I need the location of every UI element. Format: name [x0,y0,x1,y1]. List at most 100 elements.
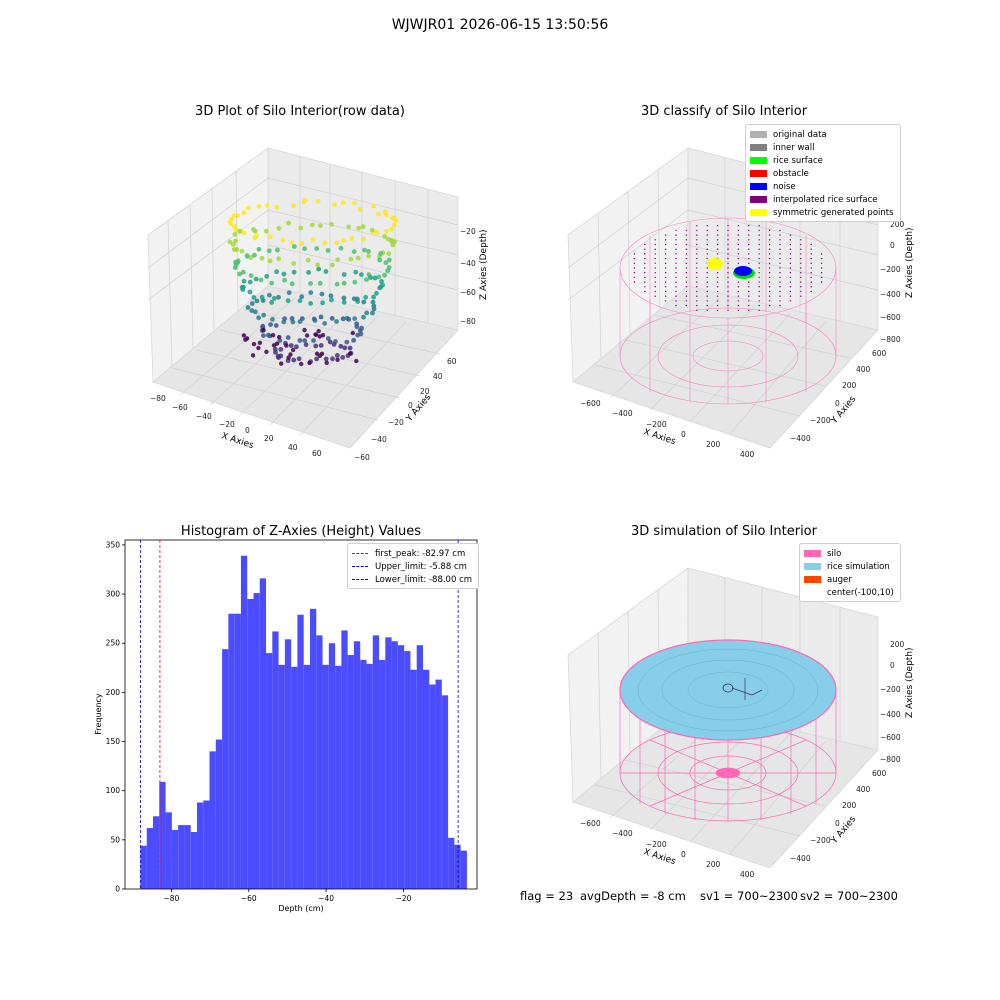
raw-point [249,301,255,306]
surface-dot [633,262,636,264]
raw-point [275,247,280,253]
raw-point [284,343,289,348]
histogram-bar [278,664,285,889]
surface-dot [810,253,812,255]
raw-point [340,355,346,360]
legend-swatch [750,183,767,190]
simulation-z-axis-label: Z Axies (Depth) [905,647,915,718]
surface-dot [779,300,781,302]
simulation-plot-title: 3D simulation of Silo Interior [631,524,817,539]
surface-dot [716,234,719,236]
surface-dot [737,229,740,232]
raw-point [299,361,304,367]
simulation-x-tick: 400 [740,870,755,879]
raw-point [292,244,297,249]
histogram-bar [303,664,310,889]
surface-dot [675,243,677,246]
surface-dot [675,253,677,255]
raw-point [256,315,261,321]
histogram-bar [209,751,216,889]
surface-dot [768,248,771,250]
surface-dot [758,234,760,236]
surface-dot [716,248,719,250]
surface-dot [727,229,729,232]
histogram-bar [341,630,348,889]
raw-point [302,246,307,252]
surface-dot [675,267,677,269]
histogram-bar [322,664,329,889]
surface-dot [696,229,698,232]
histogram-bar [184,825,191,889]
raw-point [352,200,357,206]
raw-x-tick: 0 [245,426,250,435]
classify-y-tick: −200 [810,416,831,425]
surface-dot [706,309,708,311]
surface-dot [685,253,688,255]
raw-point [378,251,383,256]
raw-point [371,294,376,300]
raw-point [342,345,348,351]
classify-x-tick: −200 [646,420,667,429]
surface-dot [727,286,729,288]
raw-point [260,298,266,303]
raw-point [322,240,328,246]
raw-point [308,281,313,286]
surface-dot [800,276,802,279]
surface-dot [820,272,823,274]
legend-label: auger [827,574,852,585]
raw-point [237,271,243,277]
raw-point [261,328,266,333]
histogram-bar [171,830,179,889]
histogram-bar [379,659,386,889]
surface-dot [748,309,750,311]
symmetric-generated-points [707,258,723,270]
surface-dot [696,281,698,283]
raw-point [244,336,250,341]
raw-point [384,212,389,218]
legend-label: inner wall [773,142,815,153]
surface-dot [727,304,729,307]
histogram-y-axis-label: Frequency [94,693,103,735]
histogram-bar [253,593,260,889]
raw-point [357,328,363,333]
interpolated-rice-surface-points [633,225,823,311]
histogram-bar [422,669,430,889]
surface-dot [727,276,729,279]
surface-dot [716,253,719,255]
surface-dot [737,281,740,283]
raw-point [299,241,305,246]
surface-dot [768,239,771,241]
legend-swatch [750,144,767,151]
raw-point [294,344,299,350]
raw-point [320,333,326,338]
legend-entry-first-peak: first_peak: -82.97 cm [352,547,472,560]
surface-dot [810,272,812,274]
raw-point [264,228,269,234]
raw-point [291,261,297,266]
legend-label: noise [773,181,796,192]
raw-point [241,278,247,284]
surface-dot [727,243,729,246]
raw-point [341,272,347,277]
histogram-y-ticks: 0 50 100 150 200 250 300 350 [106,540,125,894]
surface-dot [696,248,698,250]
x-tick-label: −80 [164,894,180,903]
raw-point [315,199,321,204]
surface-dot [727,253,729,255]
histogram-bar [454,844,461,889]
raw-z-tick: −40 [460,259,476,268]
histogram-bar [385,637,392,889]
raw-point [316,266,321,272]
surface-dot [644,248,646,250]
raw-point [261,312,267,318]
raw-point [366,253,371,259]
surface-dot [664,253,667,255]
surface-dot [644,272,646,274]
surface-dot [810,276,812,279]
raw-z-axis-label: Z Axies (Depth) [479,229,489,300]
legend-label: symmetric generated points [773,207,894,218]
raw-point [385,268,391,274]
histogram-bar [222,649,229,889]
surface-dot [664,300,667,302]
legend-dashed-line [352,579,368,580]
